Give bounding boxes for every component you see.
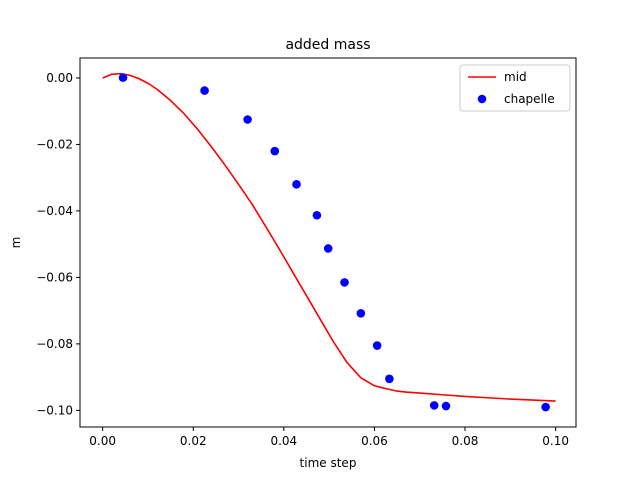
legend-swatch-chapelle [477,94,487,104]
data-point-chapelle [372,341,382,350]
data-point-chapelle [200,86,209,95]
data-point-chapelle [541,402,550,412]
legend: mid chapelle [459,64,571,112]
y-tick-label: −0.06 [36,270,73,284]
x-axis-ticks: 0.00 0.02 0.04 0.06 0.08 0.10 [89,427,569,448]
y-tick-label: 0.00 [46,71,73,85]
data-point-chapelle [356,309,366,318]
x-tick-label: 0.00 [89,434,116,448]
data-point-chapelle [270,146,280,156]
y-tick-label: −0.10 [36,403,73,417]
data-point-chapelle [385,374,394,384]
chart-title: added mass [285,37,370,53]
x-tick-label: 0.10 [542,434,569,448]
data-point-chapelle [323,244,333,253]
x-tick-label: 0.02 [180,434,207,448]
series-line-mid [102,72,556,402]
axes-frame [79,57,577,428]
legend-label-chapelle: chapelle [504,92,555,106]
data-point-chapelle [243,115,252,124]
series-layer [102,72,556,412]
y-axis-label: m [9,237,23,249]
x-tick-label: 0.04 [270,434,297,448]
y-tick-label: −0.08 [36,337,73,351]
data-point-chapelle [118,73,128,82]
y-tick-label: −0.02 [36,137,73,151]
data-point-chapelle [312,210,322,220]
data-point-chapelle [429,401,439,410]
x-tick-label: 0.08 [452,434,479,448]
y-tick-label: −0.04 [36,204,73,218]
legend-label-mid: mid [504,70,527,84]
data-point-chapelle [441,401,451,411]
x-tick-label: 0.06 [361,434,388,448]
x-axis-label: time step [300,456,357,470]
y-axis-ticks: 0.00 −0.02 −0.04 −0.06 −0.08 −0.10 [36,71,80,417]
data-point-chapelle [292,180,301,189]
data-point-chapelle [340,278,349,287]
